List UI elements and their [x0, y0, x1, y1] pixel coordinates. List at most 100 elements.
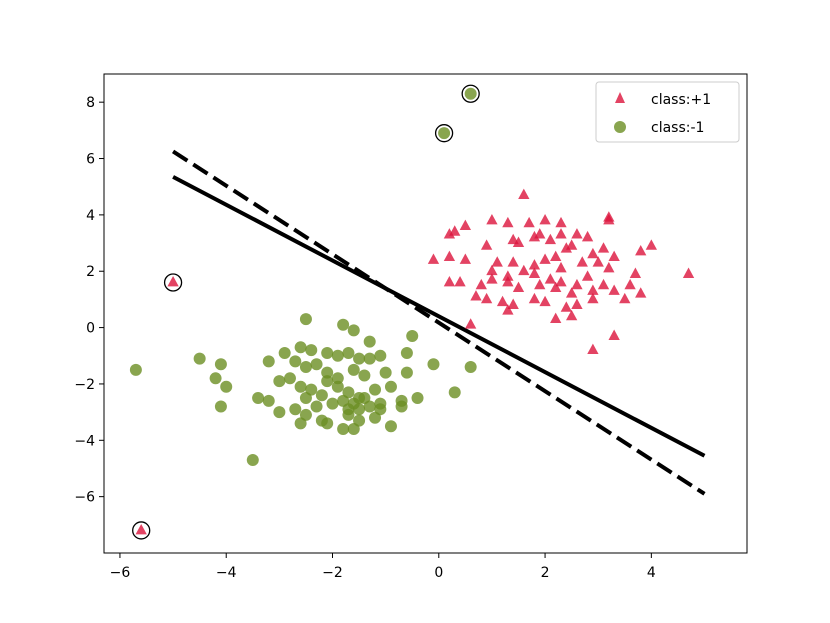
point-negative [369, 383, 382, 396]
line-solid [172, 175, 706, 458]
point-negative [273, 406, 286, 419]
plot-frame [103, 73, 748, 554]
point-positive [528, 267, 541, 278]
point-positive [539, 253, 551, 264]
point-positive [534, 228, 546, 239]
point-positive [587, 247, 599, 259]
point-positive [619, 292, 631, 304]
point-negative [406, 330, 419, 343]
point-negative [411, 392, 424, 405]
point-positive [571, 278, 583, 290]
point-negative [331, 349, 344, 362]
point-negative [363, 400, 376, 413]
point-positive [465, 318, 477, 329]
point-positive [550, 250, 562, 262]
point-negative [214, 358, 227, 371]
point-positive [571, 298, 583, 309]
point-positive [597, 278, 610, 290]
point-positive [587, 343, 599, 355]
point-negative [252, 392, 265, 405]
point-positive [502, 270, 514, 281]
point-positive [486, 273, 498, 284]
y-tick-label: 6 [86, 152, 95, 168]
point-positive [571, 228, 583, 239]
point-negative [273, 375, 286, 388]
point-negative [262, 394, 275, 407]
support-vector-circles [132, 84, 480, 540]
line-dashed [171, 149, 706, 496]
point-positive [454, 276, 466, 287]
point-positive [427, 253, 440, 264]
point-negative [294, 380, 307, 393]
point-negative [342, 408, 355, 421]
point-negative [400, 346, 413, 359]
point-positive [576, 256, 588, 267]
point-positive [512, 281, 525, 293]
point-negative [331, 380, 344, 393]
point-positive [603, 211, 615, 222]
point-positive [502, 304, 514, 315]
x-tick-label: 2 [541, 565, 550, 581]
point-positive [443, 228, 456, 239]
point-positive [528, 259, 541, 270]
point-negative [326, 397, 339, 410]
legend-triangle-marker [615, 92, 625, 103]
point-positive [597, 242, 610, 253]
point-positive [167, 276, 179, 287]
y-tick-label: 2 [86, 264, 95, 280]
point-negative [342, 346, 355, 359]
point-negative [400, 366, 413, 379]
point-negative [289, 403, 302, 416]
point-negative [310, 400, 323, 413]
point-positive [443, 250, 456, 262]
point-negative [299, 313, 312, 326]
y-tick-label: 4 [86, 208, 95, 224]
legend-label-positive: class:+1 [651, 92, 711, 108]
point-positive [635, 245, 647, 256]
x-tick-label: −4 [216, 565, 237, 581]
point-negative [337, 318, 350, 331]
point-positive [480, 292, 493, 304]
point-positive [486, 214, 498, 225]
point-negative [427, 358, 440, 371]
point-negative [321, 346, 334, 359]
point-positive [528, 292, 541, 304]
point-positive [502, 216, 514, 228]
point-positive [555, 261, 567, 273]
point-positive [587, 292, 599, 304]
x-tick-label: −2 [322, 565, 343, 581]
point-positive [507, 256, 519, 267]
point-positive [135, 523, 147, 535]
legend: class:+1 class:-1 [595, 81, 740, 143]
point-negative [278, 346, 291, 359]
point-positive [555, 216, 567, 228]
point-negative [321, 417, 334, 430]
point-positive [512, 236, 525, 247]
point-positive [507, 298, 519, 309]
point-positive [555, 276, 567, 287]
point-negative [347, 423, 360, 436]
point-positive [608, 329, 620, 340]
legend-label-negative: class:-1 [651, 120, 704, 136]
y-tick-label: 0 [86, 321, 95, 337]
point-negative [347, 324, 360, 337]
point-positive [565, 287, 578, 298]
point-negative [294, 341, 307, 354]
point-positive [544, 273, 557, 284]
point-negative [299, 361, 312, 374]
point-negative [369, 411, 382, 424]
point-positive [539, 214, 551, 225]
x-axis-ticks: −6 −4 −2 0 2 4 [110, 553, 656, 581]
point-positive [629, 267, 642, 278]
point-positive [608, 284, 620, 295]
point-positive [555, 228, 567, 239]
point-positive [523, 216, 535, 228]
point-positive [486, 264, 498, 276]
point-negative [262, 355, 275, 368]
y-tick-label: −4 [74, 433, 95, 449]
point-positive [470, 290, 482, 301]
point-positive [645, 239, 658, 250]
point-positive [544, 233, 557, 245]
point-negative [321, 375, 334, 388]
point-negative [395, 400, 408, 413]
